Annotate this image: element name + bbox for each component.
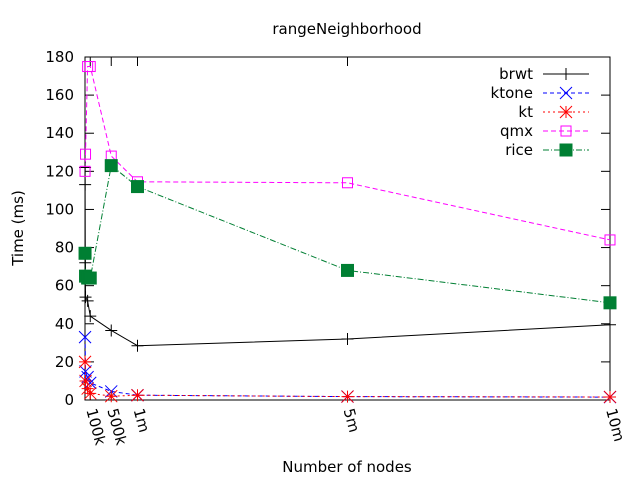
data-point bbox=[79, 165, 91, 177]
data-point bbox=[131, 339, 144, 352]
data-point bbox=[79, 178, 92, 191]
data-point bbox=[603, 296, 617, 310]
y-axis-label: Time (ms) bbox=[9, 190, 27, 267]
data-point bbox=[80, 148, 92, 160]
data-point bbox=[104, 389, 118, 403]
x-tick-label: 10m bbox=[602, 406, 628, 443]
series-line-brwt bbox=[84, 167, 611, 347]
data-point bbox=[341, 263, 354, 277]
data-point bbox=[559, 86, 573, 100]
data-point bbox=[131, 388, 144, 402]
data-point bbox=[81, 294, 94, 307]
data-point bbox=[341, 333, 354, 346]
data-point bbox=[81, 382, 94, 395]
data-point bbox=[559, 105, 573, 119]
y-tick-label: 140 bbox=[45, 124, 74, 142]
data-point bbox=[604, 318, 616, 331]
series-line-rice bbox=[84, 164, 611, 304]
data-point bbox=[104, 159, 118, 173]
y-tick-label: 40 bbox=[55, 315, 74, 333]
data-point bbox=[78, 355, 92, 369]
data-point bbox=[341, 390, 354, 403]
y-tick-label: 120 bbox=[45, 162, 74, 180]
x-axis-label: Number of nodes bbox=[282, 458, 412, 476]
legend-label: rice bbox=[505, 141, 533, 159]
legend-label: kt bbox=[518, 103, 533, 121]
x-tick-label: 5m bbox=[340, 406, 364, 434]
legend-label: brwt bbox=[499, 65, 533, 83]
data-point bbox=[79, 161, 92, 174]
y-tick-label: 0 bbox=[64, 391, 74, 409]
data-point bbox=[604, 234, 616, 246]
chart-title: rangeNeighborhood bbox=[272, 20, 421, 38]
y-tick-label: 160 bbox=[45, 86, 74, 104]
series-markers bbox=[78, 61, 617, 404]
data-point bbox=[84, 310, 97, 323]
legend-label: ktone bbox=[491, 84, 533, 102]
data-point bbox=[131, 180, 144, 194]
x-tick-label: 1m bbox=[130, 406, 154, 434]
data-point bbox=[83, 386, 97, 400]
series-line-ktone bbox=[84, 337, 611, 398]
data-point bbox=[84, 61, 96, 73]
y-tick-label: 80 bbox=[55, 239, 74, 257]
data-point bbox=[603, 390, 617, 404]
data-point bbox=[78, 246, 92, 260]
y-tick-label: 100 bbox=[45, 200, 74, 218]
data-point bbox=[560, 125, 572, 137]
y-tick-label: 20 bbox=[55, 353, 74, 371]
data-point bbox=[79, 374, 92, 388]
data-point bbox=[83, 271, 97, 285]
data-point bbox=[342, 177, 353, 189]
y-tick-label: 60 bbox=[55, 277, 74, 295]
data-point bbox=[560, 68, 572, 80]
data-point bbox=[559, 143, 573, 157]
data-point bbox=[78, 330, 92, 344]
series-line-qmx bbox=[84, 66, 611, 241]
data-point bbox=[105, 324, 118, 337]
y-tick-label: 180 bbox=[45, 48, 74, 66]
legend-label: qmx bbox=[500, 122, 533, 140]
